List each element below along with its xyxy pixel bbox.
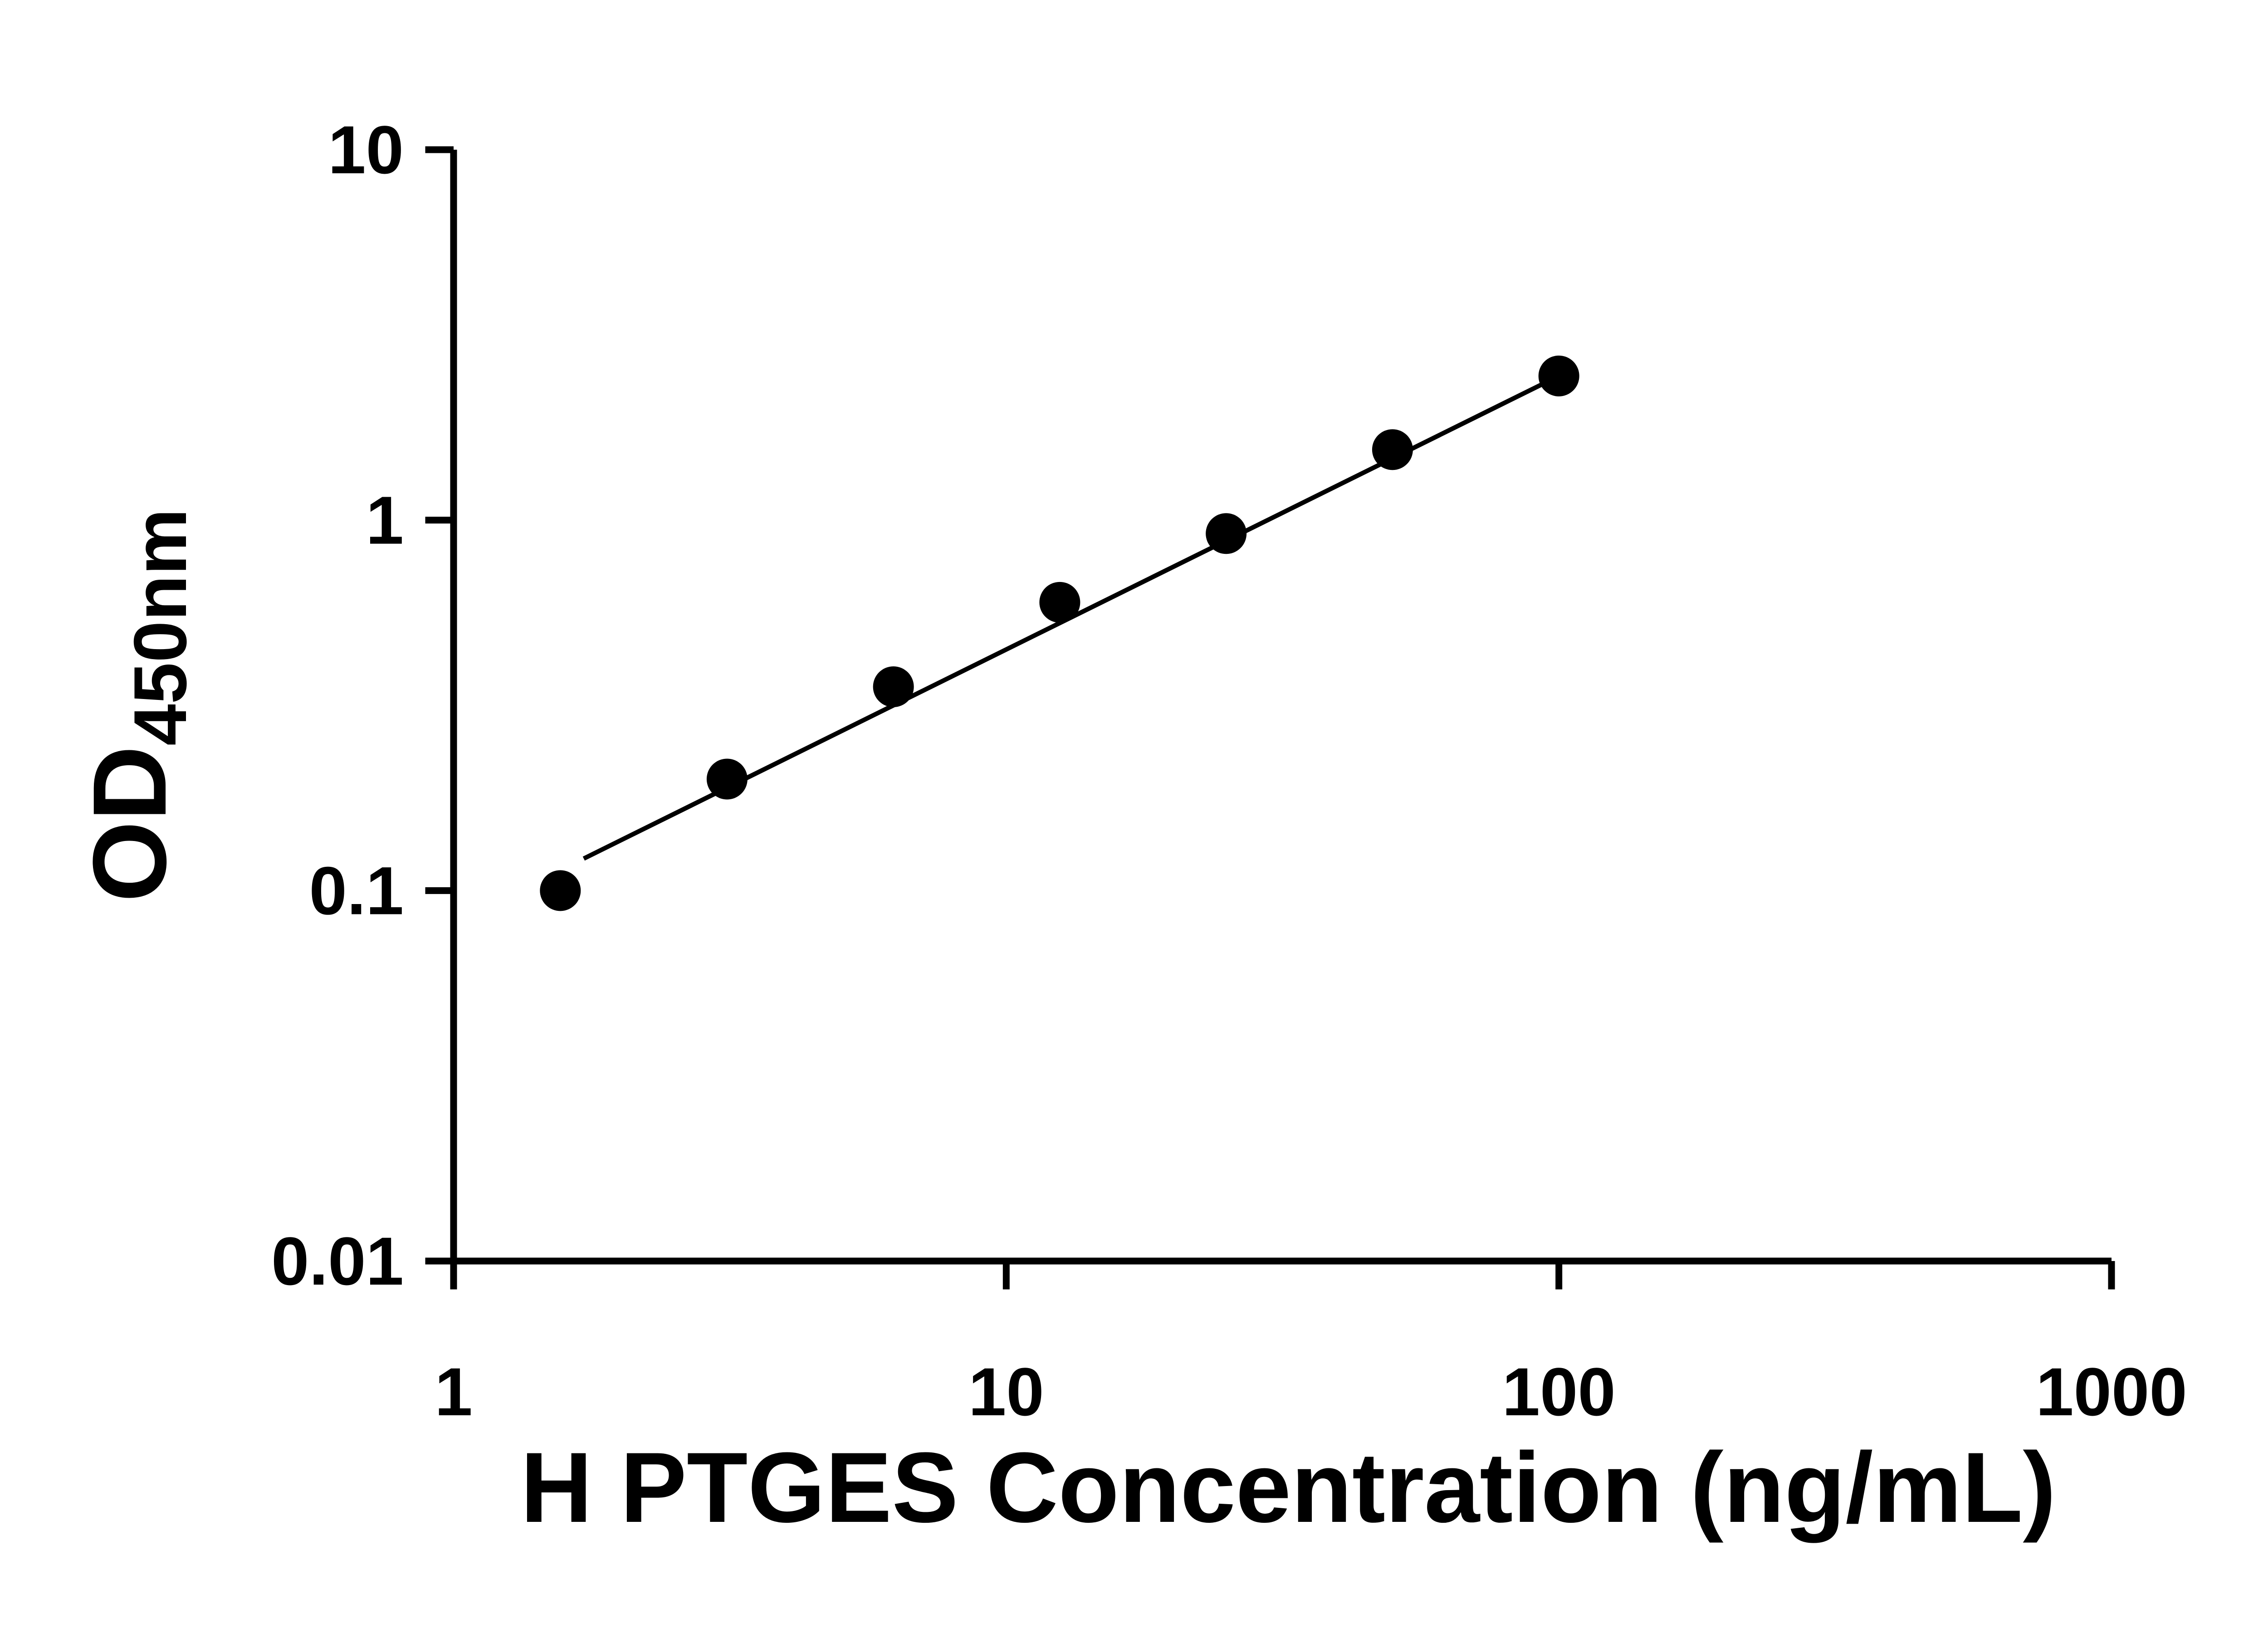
plot-area: 1 10 100 1000 0.01 0.1 1 10 xyxy=(271,112,2187,1430)
y-axis-title: OD450nm xyxy=(71,508,202,902)
y-axis-title-subscript: 450nm xyxy=(118,508,202,746)
data-point xyxy=(1039,582,1080,623)
y-axis-title-main: OD xyxy=(71,746,188,902)
data-point xyxy=(1372,429,1413,470)
y-tick-label: 1 xyxy=(366,482,404,558)
data-point xyxy=(873,666,914,707)
x-tick-label: 100 xyxy=(1502,1354,1616,1430)
x-tick-label: 1 xyxy=(435,1354,472,1430)
x-tick-label: 1000 xyxy=(2036,1354,2187,1430)
y-tick-label: 0.01 xyxy=(271,1223,404,1299)
x-axis-title: H PTGES Concentration (ng/mL) xyxy=(520,1432,2056,1543)
data-point xyxy=(1206,513,1247,554)
data-point xyxy=(1538,355,1579,396)
data-point xyxy=(706,758,748,800)
x-tick-label: 10 xyxy=(968,1354,1044,1430)
y-tick-label: 10 xyxy=(328,112,404,188)
data-point xyxy=(540,870,581,911)
y-tick-label: 0.1 xyxy=(309,852,404,929)
